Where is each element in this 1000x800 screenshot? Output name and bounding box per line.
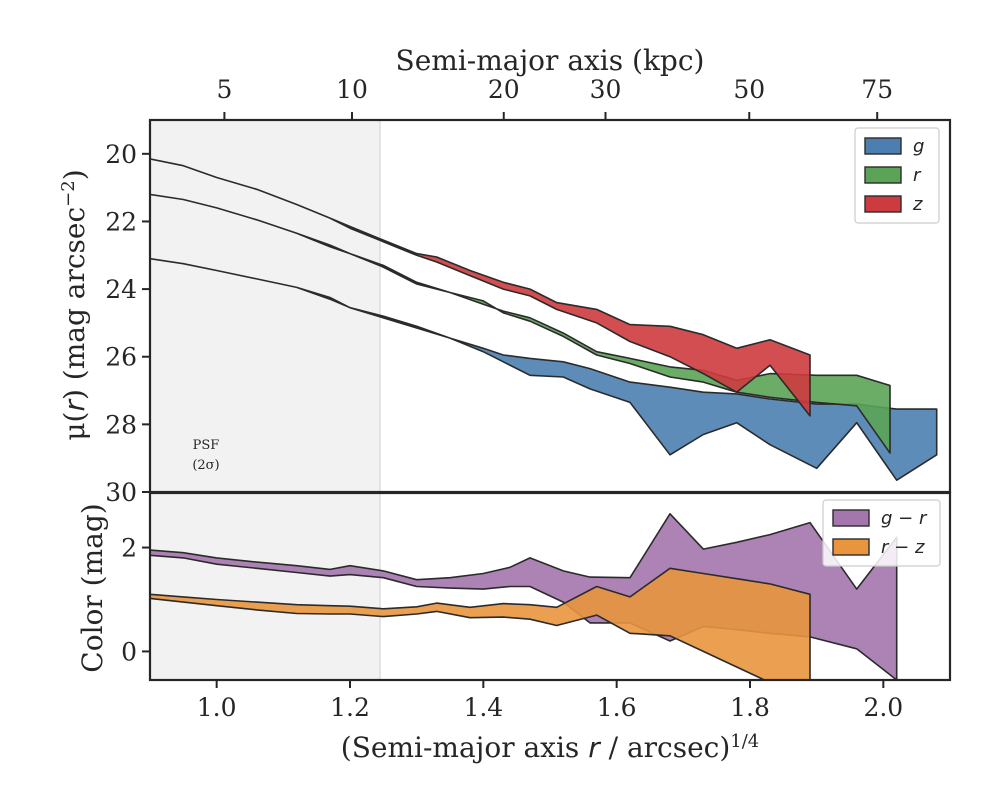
- xlabel-r: r: [588, 731, 601, 764]
- xlabel-post: / arcsec): [600, 731, 731, 764]
- xlabel-exponent: 1/4: [730, 731, 759, 752]
- bottom-panel-frame: [148, 491, 952, 682]
- top-x-tick-label: 50: [733, 75, 765, 104]
- top-legend: grz: [854, 127, 940, 224]
- ylabel-mu: μ(: [58, 412, 91, 441]
- ylabel-r: r: [58, 399, 91, 412]
- y-tick-label: 28: [105, 410, 137, 439]
- psf-label-line1: PSF: [193, 438, 220, 453]
- bottom-legend: g − r r − z: [822, 499, 941, 567]
- top-x-tick-label: 5: [216, 75, 232, 104]
- x-tick-label: 1.0: [197, 693, 237, 722]
- legend-swatch: [864, 137, 902, 155]
- x-tick-label: 1.6: [597, 693, 637, 722]
- top-x-tick-label: 75: [861, 75, 893, 104]
- legend-label: r − z: [881, 537, 925, 558]
- top-panel-ticks: 20 22 24 26 28 30 5 10 20 30 50 75: [105, 75, 893, 507]
- legend-label: g: [913, 136, 924, 157]
- x-tick-label: 1.2: [330, 693, 370, 722]
- band-2-z: [150, 158, 811, 417]
- x-tick-label: 2.0: [863, 693, 903, 722]
- band-0-gr: [150, 513, 898, 680]
- legend-label: r: [913, 165, 922, 186]
- xlabel-pre: (Semi-major axis: [341, 731, 588, 764]
- bottom-y-axis-title: Color (mag): [76, 503, 109, 672]
- bottom-x-axis-title: (Semi-major axis r / arcsec)1/4: [341, 731, 759, 765]
- top-x-tick-label: 30: [590, 75, 622, 104]
- color-y-tick-label: 2: [121, 534, 137, 563]
- psf-label-line2: (2σ): [192, 458, 219, 473]
- ylabel-close: ): [58, 169, 91, 180]
- top-x-tick-label: 20: [488, 75, 520, 104]
- band-1-rz: [150, 567, 811, 680]
- ylabel-exponent: −2: [58, 180, 79, 207]
- x-tick-label: 1.8: [730, 693, 770, 722]
- color-y-tick-label: 0: [121, 637, 137, 666]
- psf-region: [150, 120, 380, 680]
- y-tick-label: 22: [105, 207, 137, 236]
- y-tick-label: 24: [105, 275, 137, 304]
- y-tick-label: 30: [105, 478, 137, 507]
- legend-swatch: [864, 166, 902, 184]
- top-y-axis-title: μ(r) (mag arcsec−2): [58, 169, 92, 440]
- surface-brightness-bands: [150, 158, 938, 481]
- y-tick-label: 26: [105, 343, 137, 372]
- band-1-r: [150, 193, 891, 454]
- legend-swatch: [864, 195, 902, 213]
- top-axis-title: Semi-major axis (kpc): [396, 44, 705, 77]
- y-tick-label: 20: [105, 140, 137, 169]
- bottom-panel-ticks: 0 2 1.0 1.2 1.4 1.6 1.8 2.0: [121, 534, 903, 722]
- top-x-tick-label: 10: [336, 75, 368, 104]
- legend-label: g − r: [881, 508, 928, 529]
- legend-swatch: [832, 509, 870, 527]
- color-bands: [150, 513, 898, 680]
- band-0-g: [150, 257, 938, 481]
- legend-label: z: [912, 194, 923, 215]
- ylabel-rest: ) (mag arcsec: [58, 207, 91, 400]
- x-tick-label: 1.4: [463, 693, 503, 722]
- legend-swatch: [832, 538, 870, 556]
